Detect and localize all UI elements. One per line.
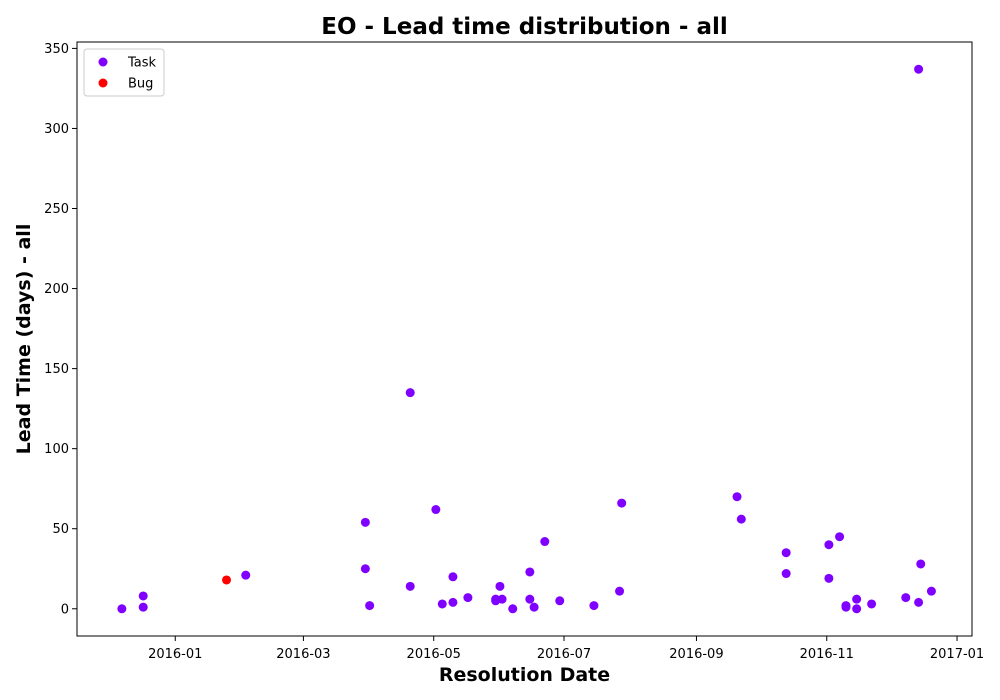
data-point-task — [781, 548, 791, 558]
x-tick-label: 2016-01 — [148, 647, 202, 662]
data-point-task — [781, 569, 791, 579]
data-point-task — [508, 604, 518, 614]
data-point-bug — [222, 575, 232, 585]
data-point-task — [835, 532, 845, 542]
data-point-task — [495, 581, 505, 591]
plot-area: 2016-01 2016-03 2016-05 2016-07 2016-09 2016-… — [44, 41, 984, 662]
legend-items: Task Bug — [98, 56, 157, 92]
y-tick-label: 0 — [61, 602, 69, 617]
data-point-task — [852, 594, 862, 604]
data-point-task — [365, 601, 375, 611]
data-point-task — [497, 594, 507, 604]
data-point-task — [732, 492, 742, 502]
legend-marker-bug — [98, 78, 108, 88]
data-point-task — [914, 597, 924, 607]
x-tick-label: 2016-11 — [800, 647, 854, 662]
data-point-task — [555, 596, 565, 606]
y-tick-label: 150 — [44, 362, 69, 377]
y-tick-label: 350 — [44, 42, 69, 57]
y-axis-ticks: 0 50 100 150 200 250 300 350 — [44, 42, 77, 617]
data-point-task — [448, 597, 458, 607]
legend: Task Bug — [83, 48, 165, 97]
x-tick-label: 2017-01 — [930, 647, 984, 662]
data-point-task — [540, 537, 550, 547]
data-point-task — [589, 601, 599, 611]
data-point-task — [525, 594, 535, 604]
data-point-task — [901, 593, 911, 603]
data-point-task — [437, 599, 447, 609]
series-task — [117, 64, 936, 614]
plot-frame — [76, 41, 973, 637]
x-axis-label: Resolution Date — [439, 664, 610, 686]
data-point-task — [926, 586, 936, 596]
y-tick-label: 250 — [44, 202, 69, 217]
y-tick-label: 50 — [52, 522, 69, 537]
data-point-task — [405, 388, 415, 398]
data-point-task — [852, 604, 862, 614]
data-point-task — [431, 505, 441, 515]
data-point-task — [138, 591, 148, 601]
data-point-task — [617, 498, 627, 508]
series-bug — [222, 575, 232, 585]
data-point-task — [867, 599, 877, 609]
data-point-task — [914, 64, 924, 74]
data-point-task — [360, 564, 370, 574]
x-axis-ticks: 2016-01 2016-03 2016-05 2016-07 2016-09 2016-… — [148, 636, 984, 662]
data-point-task — [529, 602, 539, 612]
x-tick-label: 2016-09 — [669, 647, 723, 662]
y-tick-label: 200 — [44, 282, 69, 297]
x-tick-label: 2016-03 — [276, 647, 330, 662]
data-point-task — [241, 570, 251, 580]
y-axis-label: Lead Time (days) - all — [13, 224, 35, 455]
data-point-task — [463, 593, 473, 603]
y-tick-label: 300 — [44, 122, 69, 137]
chart-title: EO - Lead time distribution - all — [321, 14, 728, 40]
legend-label-task: Task — [127, 56, 157, 71]
data-point-task — [615, 586, 625, 596]
legend-marker-task — [98, 57, 108, 67]
data-point-task — [916, 559, 926, 569]
data-point-task — [736, 514, 746, 524]
data-point-task — [405, 581, 415, 591]
x-tick-label: 2016-05 — [407, 647, 461, 662]
legend-label-bug: Bug — [128, 77, 153, 92]
x-tick-label: 2016-07 — [537, 647, 591, 662]
y-tick-label: 100 — [44, 442, 69, 457]
data-point-task — [138, 602, 148, 612]
data-point-task — [360, 517, 370, 527]
data-point-task — [448, 572, 458, 582]
data-point-task — [824, 573, 834, 583]
data-point-task — [525, 567, 535, 577]
data-point-task — [841, 602, 851, 612]
data-point-task — [117, 604, 127, 614]
data-points — [117, 64, 936, 614]
data-point-task — [824, 540, 834, 550]
